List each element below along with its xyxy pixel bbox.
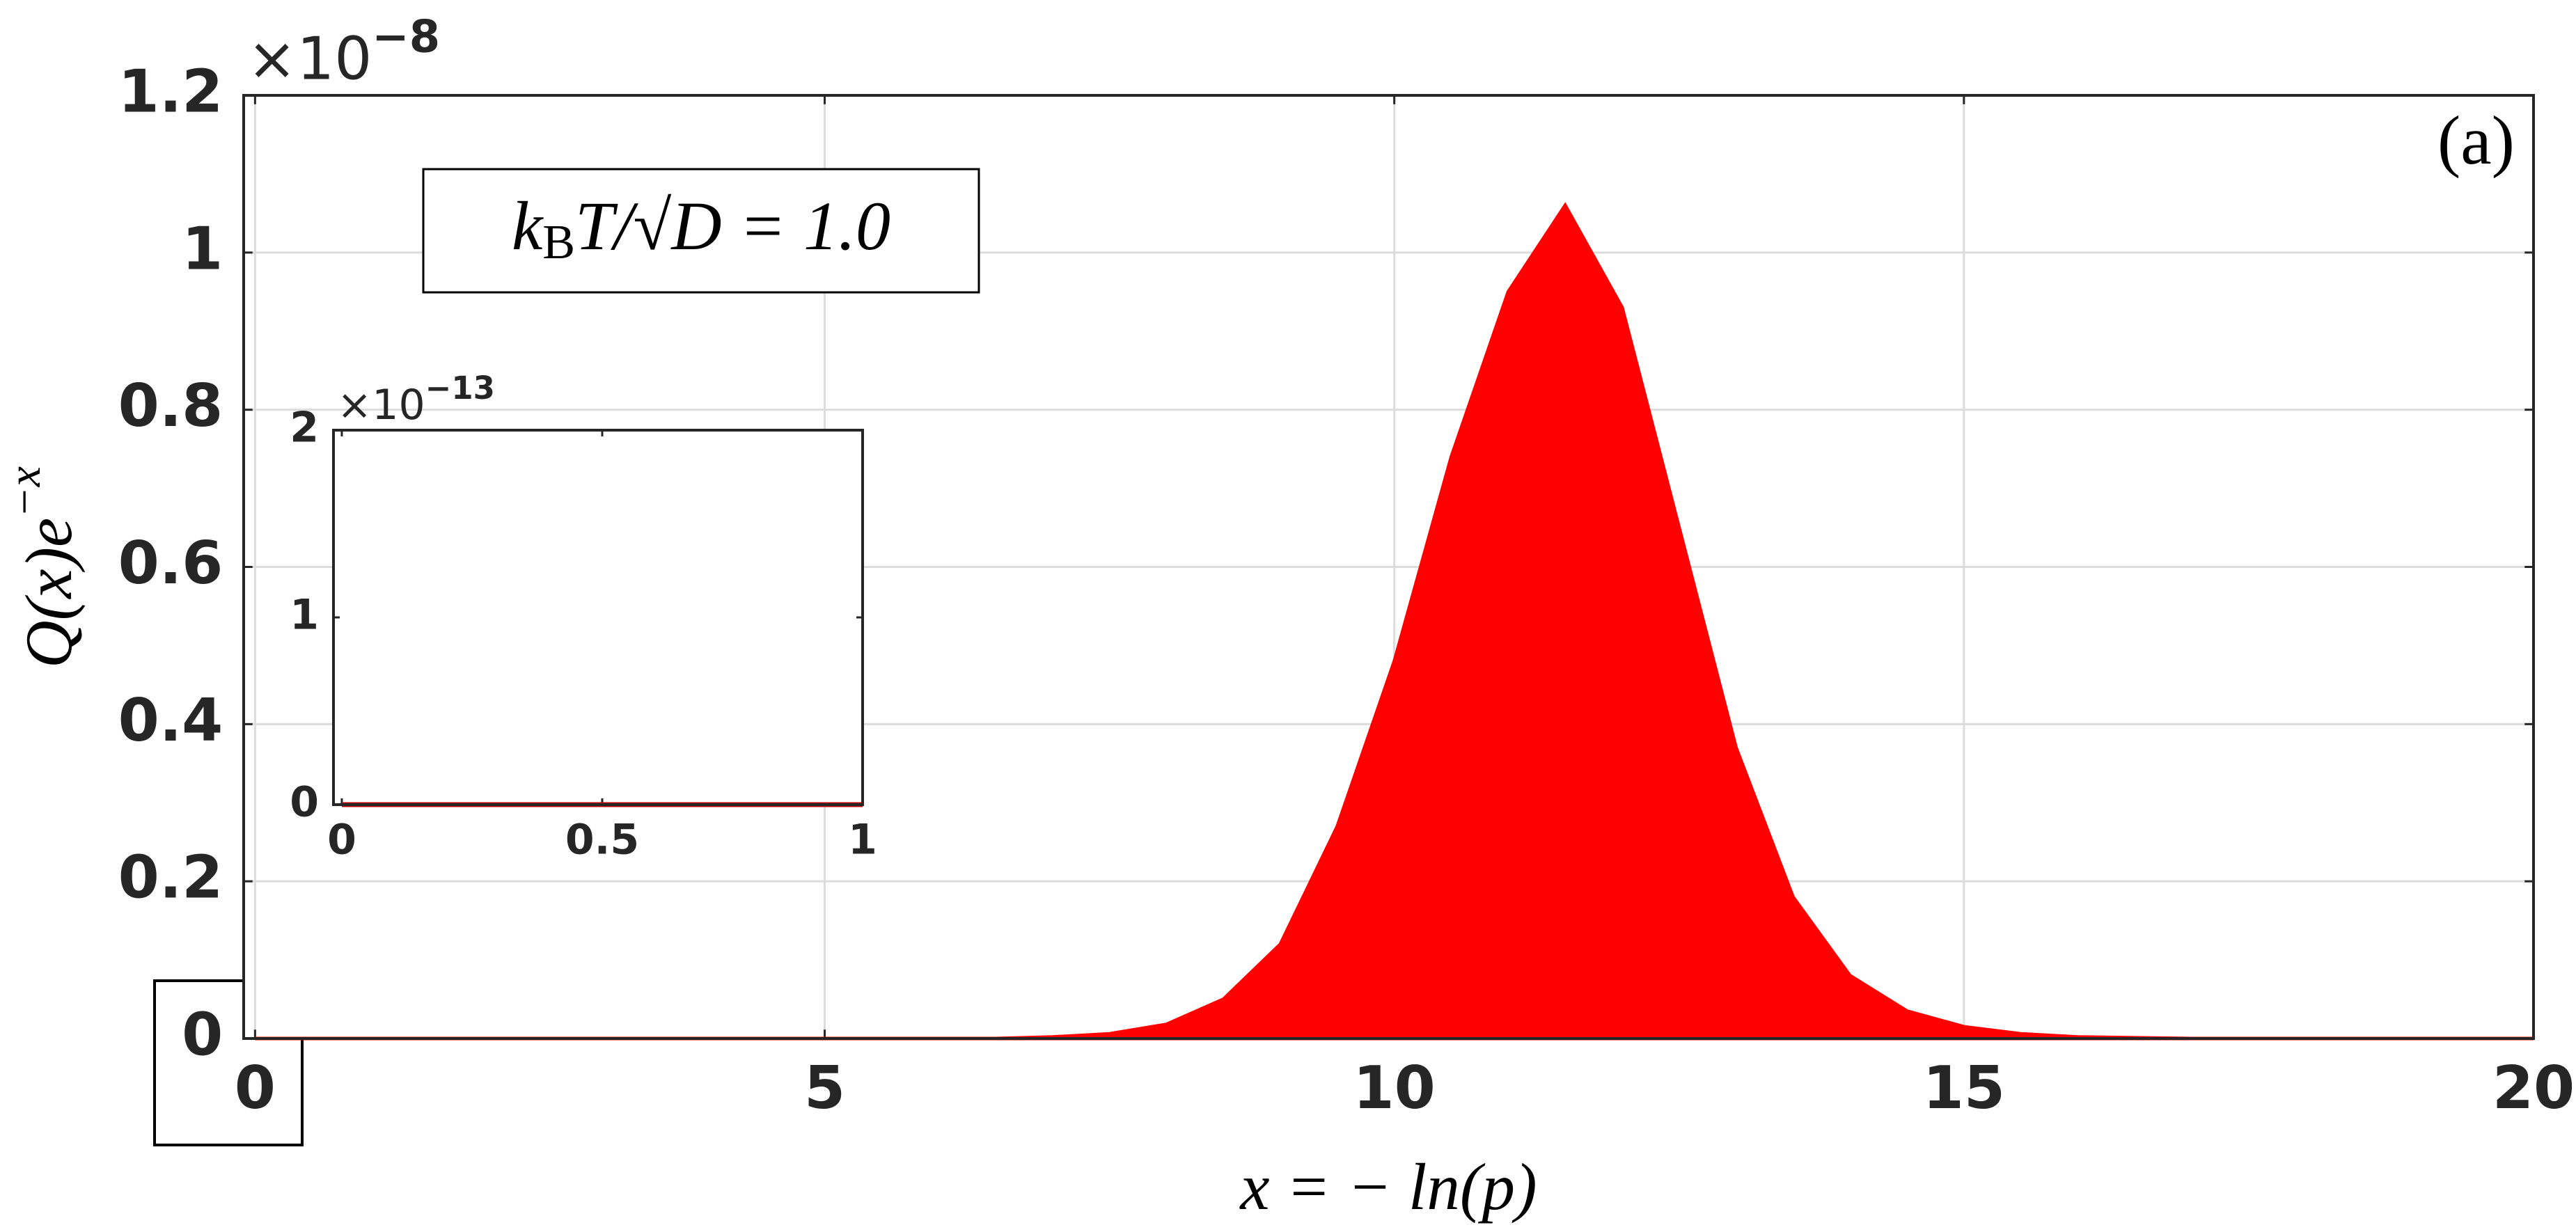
x-tick-label: 0: [235, 1054, 276, 1123]
y-label-exp: −x: [0, 466, 50, 518]
annotation-sub: B: [542, 216, 575, 269]
y-tick-label: 1: [182, 214, 223, 283]
plot-frame: [332, 429, 864, 806]
y-tick-label: 0: [182, 1000, 223, 1069]
y-tick-label: 0: [290, 778, 319, 827]
annotation-k: k: [512, 187, 544, 264]
y-tick-label: 1.2: [118, 57, 223, 126]
x-tick-label: 20: [2492, 1054, 2575, 1123]
x-axis-label: x = − ln(p): [1239, 1150, 1537, 1224]
y-tick-label: 1: [290, 591, 319, 640]
multiplier-base: ×10: [247, 25, 372, 94]
annotation: kBT/√D = 1.0: [512, 187, 890, 269]
x-tick-label: 0: [327, 816, 356, 864]
y-multiplier: ×10−13: [337, 370, 495, 429]
y-tick-label: 0.8: [118, 372, 223, 441]
panel-label: (a): [2437, 102, 2515, 179]
multiplier-exp: −8: [372, 11, 440, 63]
annotation-rest: T/√D = 1.0: [575, 187, 890, 264]
zoom-box: [153, 979, 304, 1146]
x-tick-label: 10: [1353, 1054, 1436, 1123]
plot-area: [333, 430, 863, 805]
multiplier-base: ×10: [337, 381, 425, 429]
annotation-box: [422, 168, 980, 294]
y-tick-label: 0.2: [118, 844, 223, 913]
y-label-base: Q(x)e: [12, 518, 86, 668]
plot-frame: [242, 94, 2535, 1040]
y-tick-label: 0.4: [118, 686, 223, 755]
y-multiplier: ×10−8: [247, 11, 440, 94]
y-tick-label: 0.6: [118, 529, 223, 598]
x-tick-label: 5: [804, 1054, 845, 1123]
x-tick-label: 15: [1923, 1054, 2005, 1123]
y-tick-label: 2: [290, 404, 319, 452]
y-axis-label: Q(x)e−x: [0, 466, 86, 668]
x-tick-label: 1: [848, 816, 877, 864]
multiplier-exp: −13: [425, 370, 495, 406]
x-tick-label: 0.5: [565, 816, 639, 864]
